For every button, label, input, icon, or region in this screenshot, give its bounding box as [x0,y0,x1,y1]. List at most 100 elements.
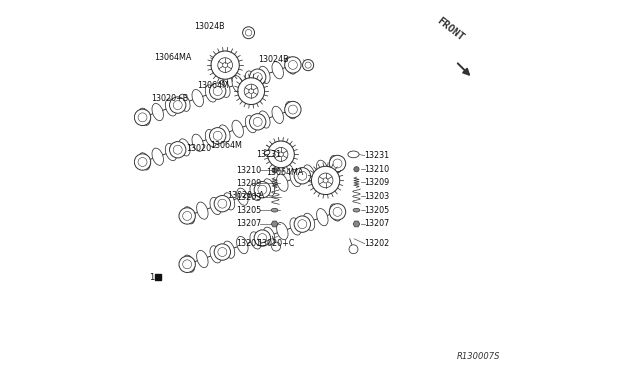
Circle shape [285,101,301,118]
Circle shape [223,62,228,68]
Ellipse shape [179,139,190,156]
Text: 13020+C: 13020+C [257,239,294,248]
Ellipse shape [205,129,217,147]
Circle shape [271,242,280,251]
Text: 13024B: 13024B [258,55,289,64]
Ellipse shape [317,160,328,177]
Text: 13064MA: 13064MA [266,169,303,177]
Ellipse shape [152,103,163,121]
Text: 13064M: 13064M [197,81,229,90]
Ellipse shape [196,202,208,219]
Ellipse shape [237,237,248,254]
Ellipse shape [165,99,177,116]
Circle shape [214,244,230,260]
Text: 13210: 13210 [365,165,390,174]
Circle shape [250,69,266,86]
Text: 13207: 13207 [365,219,390,228]
Ellipse shape [179,94,190,111]
Circle shape [294,216,310,232]
Text: 13207: 13207 [236,219,261,228]
Ellipse shape [250,232,261,249]
Circle shape [278,152,284,157]
Circle shape [254,230,271,246]
Circle shape [312,166,340,195]
Ellipse shape [223,241,235,258]
Circle shape [170,97,186,113]
Circle shape [303,60,314,71]
Circle shape [318,173,333,188]
Ellipse shape [259,111,270,128]
Circle shape [272,168,277,173]
Polygon shape [353,221,360,227]
Circle shape [330,155,346,171]
Ellipse shape [245,71,257,88]
Circle shape [134,109,150,126]
Ellipse shape [290,170,301,187]
Circle shape [238,78,264,105]
Text: 13201: 13201 [236,239,261,248]
Circle shape [209,83,226,99]
Circle shape [250,114,266,130]
Text: 13231: 13231 [365,151,390,160]
Text: 13231: 13231 [257,150,282,159]
Ellipse shape [219,80,230,97]
Circle shape [170,141,186,158]
Ellipse shape [192,90,204,107]
Text: R130007S: R130007S [457,352,500,361]
Circle shape [179,208,195,224]
Ellipse shape [196,250,208,267]
Ellipse shape [232,120,243,137]
Polygon shape [271,221,278,227]
Ellipse shape [317,209,328,226]
Text: 13020: 13020 [186,144,212,153]
Circle shape [323,178,328,183]
Circle shape [179,256,195,272]
Ellipse shape [353,208,360,212]
Ellipse shape [210,198,221,215]
Circle shape [268,141,294,168]
Ellipse shape [285,102,297,119]
Circle shape [243,27,255,39]
Ellipse shape [139,153,150,170]
Ellipse shape [183,207,195,224]
Ellipse shape [303,165,315,182]
Ellipse shape [276,174,288,191]
Circle shape [214,195,230,212]
Ellipse shape [205,85,217,102]
Circle shape [274,147,288,161]
Circle shape [218,58,232,73]
Text: 13203: 13203 [236,193,261,202]
Ellipse shape [330,204,341,221]
Text: 13209: 13209 [236,179,261,187]
Ellipse shape [232,76,243,93]
Text: 13020+B: 13020+B [150,94,188,103]
Ellipse shape [183,255,195,272]
Ellipse shape [165,144,177,161]
Ellipse shape [237,188,248,205]
Ellipse shape [192,134,204,151]
Circle shape [209,128,226,144]
Ellipse shape [245,116,257,133]
Circle shape [211,51,239,79]
Circle shape [249,89,253,93]
Ellipse shape [264,150,275,157]
Ellipse shape [272,106,284,124]
Text: 13064M: 13064M [210,141,242,150]
Ellipse shape [303,213,315,230]
Ellipse shape [271,208,278,212]
Text: 13024B: 13024B [195,22,225,31]
Ellipse shape [285,57,297,74]
Ellipse shape [290,218,301,235]
Ellipse shape [139,108,150,125]
Circle shape [354,167,359,172]
Ellipse shape [348,151,359,158]
Circle shape [294,167,310,184]
Ellipse shape [272,62,284,79]
Circle shape [134,154,150,170]
Text: 13203: 13203 [365,192,390,201]
Ellipse shape [210,246,221,263]
Circle shape [349,245,358,254]
Ellipse shape [250,183,261,201]
Text: 13209: 13209 [365,178,390,187]
Circle shape [285,57,301,73]
